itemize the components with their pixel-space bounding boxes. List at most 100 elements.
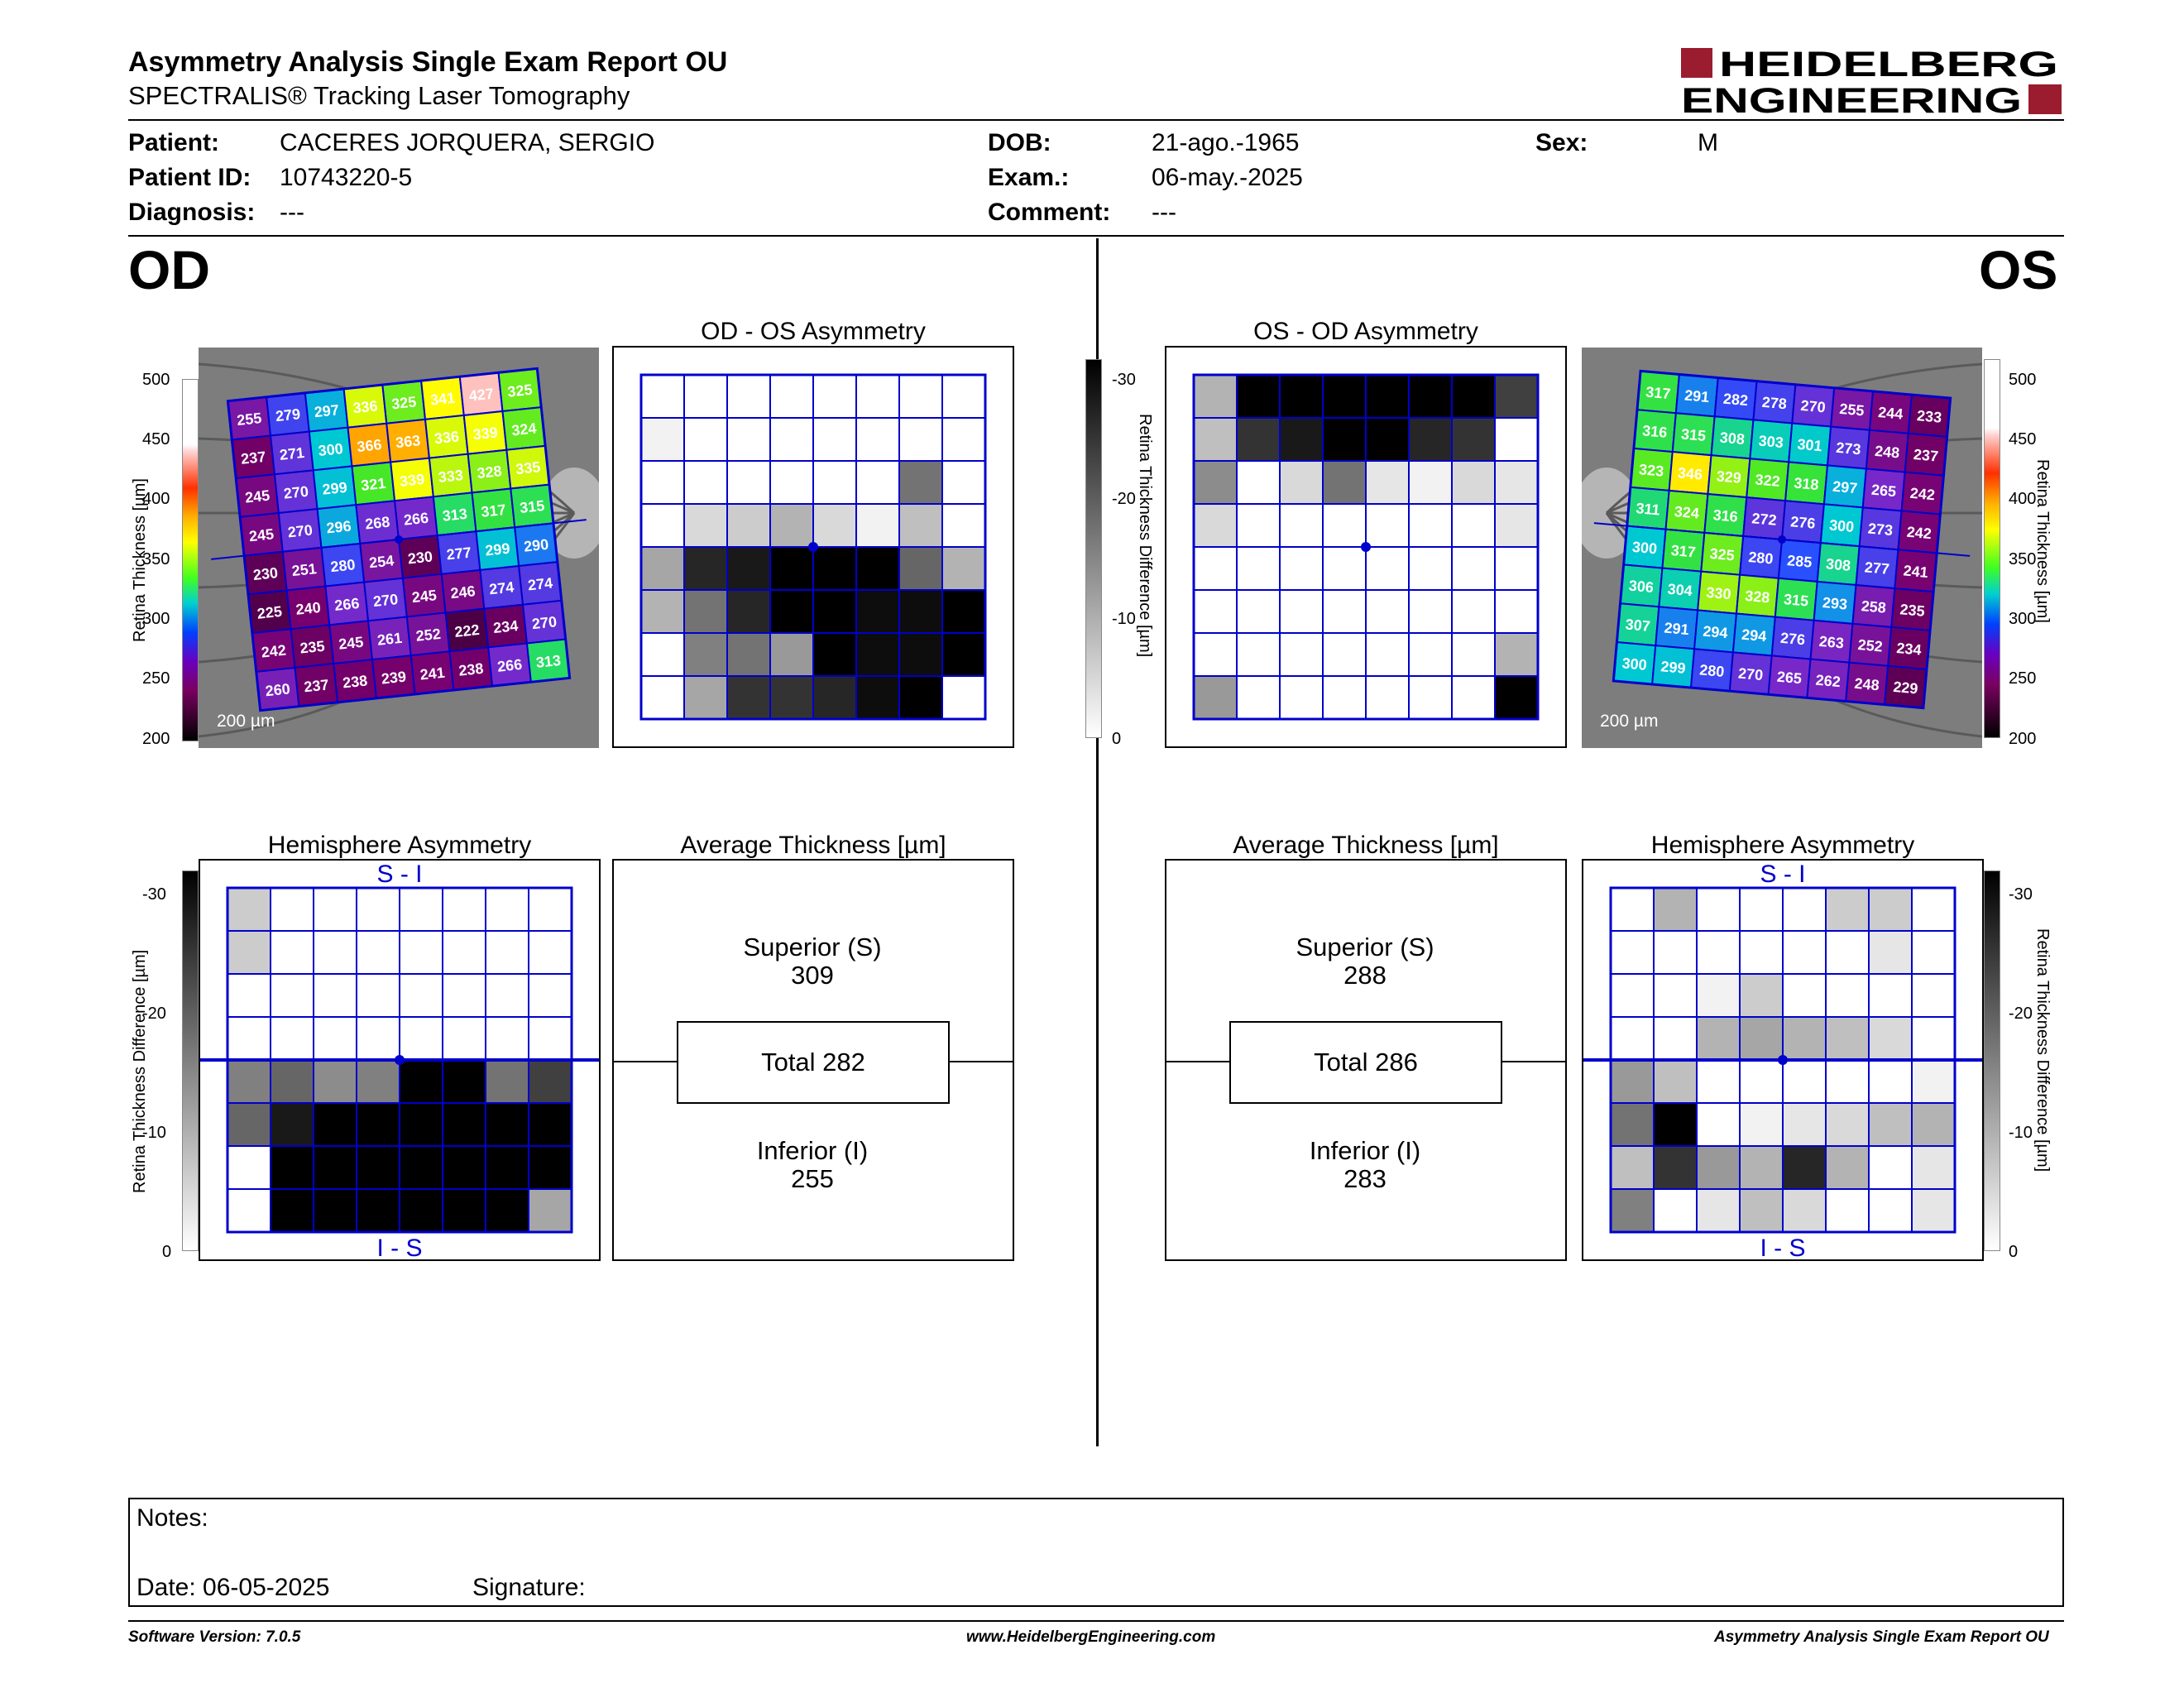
os-hemi-cell xyxy=(1825,1145,1870,1190)
od-hemi-cell xyxy=(399,1145,443,1190)
os-asym-cell xyxy=(1193,589,1238,634)
dob-value: 21-ago.-1965 xyxy=(1152,129,1300,156)
os-map-grid-group: 317 291 282 278 270 255 244 233 316 315 308 303 301 2… xyxy=(1593,369,1971,710)
od-hemi-fovea-dot xyxy=(395,1055,405,1065)
od-asym-cell xyxy=(640,417,685,462)
os-hemi-cell xyxy=(1653,1102,1698,1147)
os-hemi-fovea-dot xyxy=(1778,1055,1788,1065)
od-map-value: 225 xyxy=(256,603,283,622)
os-asym-cell xyxy=(1408,503,1453,548)
od-superior-label: Superior (S) xyxy=(743,933,882,961)
os-hemi-cell xyxy=(1739,930,1784,975)
od-hemi-cell xyxy=(227,973,271,1018)
od-avg-panel: Superior (S) 309 Total 282 Inferior (I) … xyxy=(612,859,1014,1261)
os-asym-cell xyxy=(1193,503,1238,548)
od-hemi-cell xyxy=(313,1016,357,1061)
od-map-value: 299 xyxy=(322,479,348,498)
diagnosis-value: --- xyxy=(280,199,304,226)
os-asym-cell xyxy=(1193,675,1238,720)
od-asym-cell xyxy=(726,503,771,548)
os-hemi-cell xyxy=(1610,887,1655,932)
os-asym-cell xyxy=(1451,675,1496,720)
od-hemi-cell xyxy=(442,1016,486,1061)
od-hemi-title: Hemisphere Asymmetry xyxy=(267,832,532,859)
od-hemi-cell xyxy=(442,1102,486,1147)
os-map-value: 233 xyxy=(1916,407,1942,426)
od-hemi-cell xyxy=(399,1059,443,1104)
od-hemi-cell xyxy=(356,1102,400,1147)
notes-box[interactable]: Notes: Date: 06-05-2025 Signature: xyxy=(128,1498,2064,1607)
od-asym-cell xyxy=(812,589,857,634)
od-asym-cell xyxy=(855,632,900,677)
od-fundus-thickness-map: 255 279 297 336 325 341 427 325 237 271 300 366 363 3… xyxy=(199,348,599,748)
od-map-fovea-dot xyxy=(395,535,403,544)
os-thickness-axis-label: Retina Thickness [µm] xyxy=(2033,459,2052,623)
os-hemi-cell xyxy=(1610,973,1655,1018)
od-hemi-cell xyxy=(356,1059,400,1104)
os-asym-cell xyxy=(1451,460,1496,505)
od-map-value: 274 xyxy=(527,574,553,593)
thickness-tick: 200 xyxy=(2009,730,2037,748)
os-map-value: 308 xyxy=(1825,555,1851,574)
diff-tick: -20 xyxy=(2009,1005,2033,1023)
diff-tick: -30 xyxy=(2009,885,2033,904)
od-hemi-cell xyxy=(485,1102,529,1147)
os-hemi-cell xyxy=(1696,1059,1741,1104)
comment-value: --- xyxy=(1152,199,1176,226)
os-asym-cell xyxy=(1494,632,1539,677)
thickness-tick: 350 xyxy=(142,550,170,568)
od-map-value: 328 xyxy=(477,463,503,482)
patient-name: CACERES JORQUERA, SERGIO xyxy=(280,129,655,156)
od-asym-cell xyxy=(683,675,728,720)
od-asym-cell xyxy=(683,417,728,462)
od-map-value: 299 xyxy=(484,540,510,559)
os-hemi-cell xyxy=(1653,973,1698,1018)
hemi-label-top: S - I xyxy=(376,861,422,888)
od-asym-cell xyxy=(941,417,986,462)
od-map-value: 254 xyxy=(368,552,395,571)
os-hemi-cell xyxy=(1782,1102,1827,1147)
os-map-value: 262 xyxy=(1815,672,1842,691)
od-asym-cell xyxy=(941,503,986,548)
od-hemi-cell xyxy=(399,1016,443,1061)
os-map-value: 276 xyxy=(1779,630,1806,649)
os-map-value: 328 xyxy=(1745,587,1771,607)
os-map-value: 307 xyxy=(1625,616,1651,635)
od-map-value: 245 xyxy=(338,634,364,653)
os-hemi-cell xyxy=(1868,973,1913,1018)
od-map-value: 277 xyxy=(446,544,472,563)
od-hemi-cell xyxy=(485,930,529,975)
os-thickness-colorbar xyxy=(1984,359,2000,738)
os-asym-cell xyxy=(1365,503,1410,548)
os-hemi-cell xyxy=(1696,1145,1741,1190)
os-map-value: 282 xyxy=(1722,391,1749,410)
os-asym-cell xyxy=(1279,417,1324,462)
od-asym-cell xyxy=(941,546,986,591)
od-hemi-cell xyxy=(485,1059,529,1104)
od-map-value: 239 xyxy=(381,669,407,688)
os-map-value: 293 xyxy=(1822,594,1848,613)
od-hemi-cell xyxy=(442,1145,486,1190)
od-asym-cell xyxy=(855,460,900,505)
os-asym-cell xyxy=(1236,589,1281,634)
os-fundus-thickness-map: 317 291 282 278 270 255 244 233 316 315 308 303 301 2… xyxy=(1582,348,1982,748)
od-asym-cell xyxy=(812,374,857,419)
os-hemi-cell xyxy=(1739,887,1784,932)
od-superior-value: 309 xyxy=(791,961,834,990)
od-asym-cell xyxy=(683,374,728,419)
od-asym-cell xyxy=(769,546,814,591)
center-diff-colorbar xyxy=(1085,359,1102,738)
od-map-value: 313 xyxy=(442,506,468,525)
thickness-tick: 250 xyxy=(142,669,170,688)
os-asym-cell xyxy=(1236,503,1281,548)
diff-tick: -20 xyxy=(142,1005,166,1023)
od-map-value: 363 xyxy=(395,432,421,451)
od-hemi-cell xyxy=(313,1145,357,1190)
os-map-value: 277 xyxy=(1864,559,1890,578)
website-link[interactable]: www.HeidelbergEngineering.com xyxy=(966,1628,1216,1646)
od-thickness-colorbar xyxy=(182,379,199,741)
od-map-value: 266 xyxy=(496,656,523,675)
os-map-value: 235 xyxy=(1899,601,1926,620)
od-hemi-cell xyxy=(356,1188,400,1233)
os-map-value: 248 xyxy=(1874,443,1900,462)
